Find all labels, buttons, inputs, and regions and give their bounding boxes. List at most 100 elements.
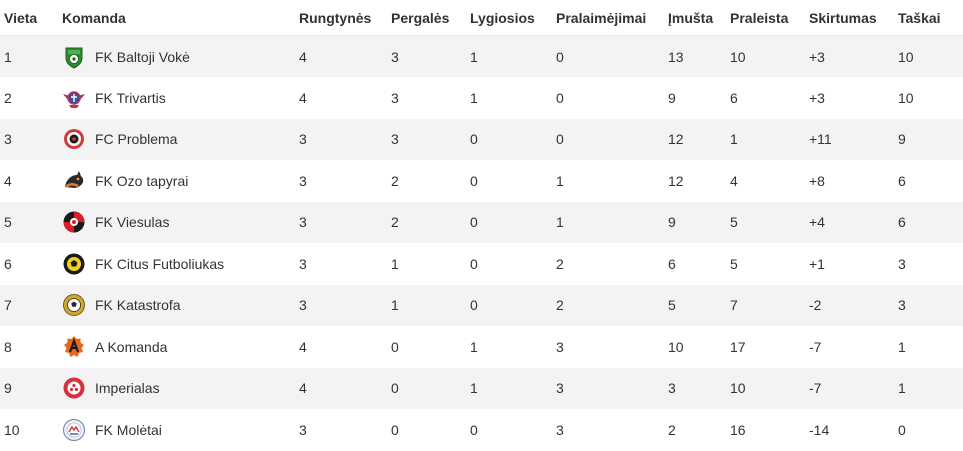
col-header-wins[interactable]: Pergalės <box>391 0 470 36</box>
cell-diff: +1 <box>809 255 825 272</box>
cell-losses: 2 <box>556 297 564 314</box>
team-name-link[interactable]: FK Citus Futboliukas <box>95 255 225 272</box>
cell-played: 3 <box>299 297 307 314</box>
cell-place: 4 <box>4 172 12 189</box>
cell-losses: 1 <box>556 172 564 189</box>
table-row[interactable]: 6 FK Citus Futboliukas 3 1 0 2 6 5 +1 3 <box>0 243 963 285</box>
table-row[interactable]: 1 FK Baltoji Vokė 4 3 1 0 13 10 +3 10 <box>0 35 963 77</box>
cell-draws: 1 <box>470 48 478 65</box>
col-header-points[interactable]: Taškai <box>898 0 963 36</box>
team-name-link[interactable]: FC Problema <box>95 131 178 148</box>
cell-losses: 0 <box>556 131 564 148</box>
cell-conceded: 6 <box>730 89 738 106</box>
cell-diff: +8 <box>809 172 825 189</box>
cell-points: 9 <box>898 131 906 148</box>
cell-draws: 0 <box>470 214 478 231</box>
team-name-link[interactable]: FK Molėtai <box>95 421 162 438</box>
table-row[interactable]: 3 FC Problema 3 3 0 0 12 1 +11 9 <box>0 118 963 160</box>
col-header-team[interactable]: Komanda <box>62 0 299 36</box>
header-row: Vieta Komanda Rungtynės Pergalės Lygiosi… <box>0 0 963 36</box>
cell-diff: -7 <box>809 338 822 355</box>
cell-wins: 3 <box>391 131 399 148</box>
cell-diff: -14 <box>809 421 830 438</box>
cell-losses: 1 <box>556 214 564 231</box>
table-row[interactable]: 4 FK Ozo tapyrai 3 2 0 1 12 4 +8 6 <box>0 160 963 202</box>
cell-scored: 10 <box>668 338 684 355</box>
red-round-badge-icon <box>62 127 86 151</box>
cell-place: 10 <box>4 421 20 438</box>
cell-draws: 1 <box>470 89 478 106</box>
col-header-scored[interactable]: Įmušta <box>668 0 730 36</box>
cell-draws: 0 <box>470 421 478 438</box>
team-name-link[interactable]: FK Ozo tapyrai <box>95 172 189 189</box>
cell-wins: 3 <box>391 89 399 106</box>
cell-scored: 6 <box>668 255 676 272</box>
cell-played: 3 <box>299 421 307 438</box>
cell-points: 3 <box>898 255 906 272</box>
tapir-head-icon <box>62 169 86 193</box>
cell-wins: 1 <box>391 255 399 272</box>
cell-played: 3 <box>299 172 307 189</box>
blue-round-crest-icon <box>62 418 86 442</box>
team-name-link[interactable]: Imperialas <box>95 380 160 397</box>
col-header-place[interactable]: Vieta <box>0 0 62 36</box>
team-name-link[interactable]: FK Katastrofa <box>95 297 181 314</box>
table-row[interactable]: 10 FK Molėtai 3 0 0 3 2 16 -14 0 <box>0 409 963 451</box>
cell-played: 4 <box>299 89 307 106</box>
cell-draws: 0 <box>470 131 478 148</box>
cell-scored: 5 <box>668 297 676 314</box>
cell-losses: 0 <box>556 48 564 65</box>
cell-wins: 2 <box>391 172 399 189</box>
cell-played: 3 <box>299 131 307 148</box>
team-name-link[interactable]: FK Trivartis <box>95 89 166 106</box>
cell-wins: 0 <box>391 421 399 438</box>
team-name-link[interactable]: FK Baltoji Vokė <box>95 48 190 65</box>
table-row[interactable]: 7 FK Katastrofa 3 1 0 2 5 7 -2 3 <box>0 284 963 326</box>
cell-scored: 12 <box>668 172 684 189</box>
col-header-diff[interactable]: Skirtumas <box>809 0 898 36</box>
cell-scored: 3 <box>668 380 676 397</box>
table-row[interactable]: 5 FK Viesulas 3 2 0 1 9 5 +4 6 <box>0 201 963 243</box>
cell-diff: -2 <box>809 297 822 314</box>
cell-draws: 0 <box>470 255 478 272</box>
cell-conceded: 10 <box>730 380 746 397</box>
cell-conceded: 5 <box>730 255 738 272</box>
winged-crest-icon <box>62 86 86 110</box>
cell-wins: 0 <box>391 380 399 397</box>
col-header-draws[interactable]: Lygiosios <box>470 0 556 36</box>
cell-scored: 13 <box>668 48 684 65</box>
team-name-link[interactable]: A Komanda <box>95 338 168 355</box>
col-header-losses[interactable]: Pralaimėjimai <box>556 0 668 36</box>
red-white-ball-icon <box>62 376 86 400</box>
cell-losses: 0 <box>556 89 564 106</box>
green-shield-ball-icon <box>62 45 86 69</box>
yellow-black-ball-icon <box>62 252 86 276</box>
table-row[interactable]: 2 FK Trivartis 4 3 1 0 9 6 +3 10 <box>0 77 963 119</box>
cell-scored: 2 <box>668 421 676 438</box>
col-header-conceded[interactable]: Praleista <box>730 0 809 36</box>
cell-points: 6 <box>898 214 906 231</box>
cell-wins: 3 <box>391 48 399 65</box>
red-black-circle-icon <box>62 210 86 234</box>
col-header-played[interactable]: Rungtynės <box>299 0 391 36</box>
cell-wins: 2 <box>391 214 399 231</box>
cell-losses: 3 <box>556 421 564 438</box>
cell-draws: 0 <box>470 172 478 189</box>
cell-conceded: 17 <box>730 338 746 355</box>
cell-played: 3 <box>299 255 307 272</box>
cell-played: 4 <box>299 48 307 65</box>
table-row[interactable]: 9 Imperialas 4 0 1 3 3 10 -7 1 <box>0 367 963 409</box>
cell-diff: +4 <box>809 214 825 231</box>
cell-place: 5 <box>4 214 12 231</box>
cell-points: 3 <box>898 297 906 314</box>
cell-draws: 0 <box>470 297 478 314</box>
cell-points: 6 <box>898 172 906 189</box>
cell-diff: +11 <box>809 131 832 148</box>
cell-played: 4 <box>299 338 307 355</box>
cell-draws: 1 <box>470 338 478 355</box>
cell-place: 8 <box>4 338 12 355</box>
table-row[interactable]: 8 A Komanda 4 0 1 3 10 17 -7 1 <box>0 326 963 368</box>
team-name-link[interactable]: FK Viesulas <box>95 214 170 231</box>
cell-place: 1 <box>4 48 12 65</box>
